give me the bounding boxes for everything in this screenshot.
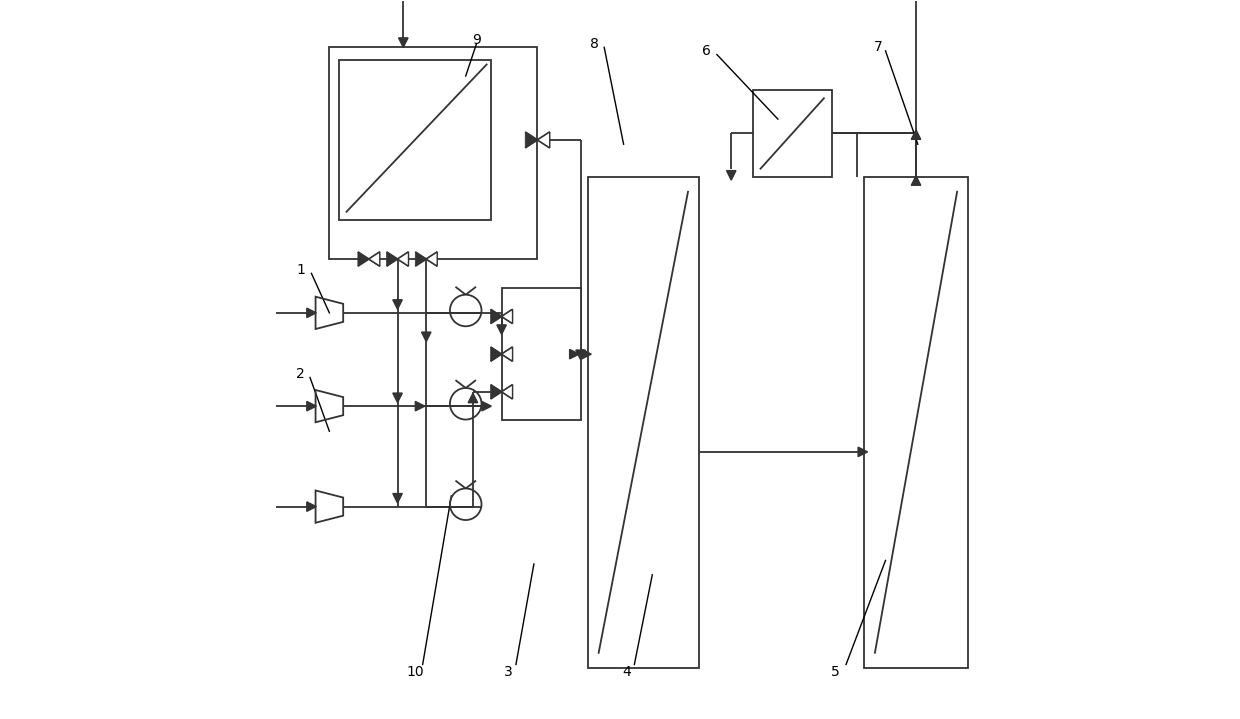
- Bar: [502, 288, 580, 421]
- Bar: [339, 60, 491, 219]
- Bar: [753, 91, 832, 176]
- Polygon shape: [911, 130, 921, 139]
- Text: 4: 4: [622, 664, 631, 679]
- Text: 1: 1: [296, 263, 305, 277]
- Polygon shape: [526, 132, 537, 148]
- Polygon shape: [422, 332, 432, 342]
- Polygon shape: [491, 385, 502, 399]
- Polygon shape: [491, 347, 502, 361]
- Polygon shape: [368, 252, 379, 266]
- Bar: [864, 176, 968, 668]
- Polygon shape: [398, 38, 408, 47]
- Polygon shape: [358, 252, 368, 266]
- Polygon shape: [727, 170, 737, 180]
- Polygon shape: [387, 252, 398, 266]
- Polygon shape: [569, 349, 579, 359]
- Polygon shape: [582, 349, 591, 359]
- Text: 9: 9: [472, 33, 481, 47]
- Polygon shape: [502, 309, 512, 324]
- Polygon shape: [415, 252, 427, 266]
- Text: 5: 5: [831, 664, 839, 679]
- Bar: [588, 176, 699, 668]
- Polygon shape: [415, 401, 425, 411]
- Polygon shape: [491, 309, 502, 324]
- Polygon shape: [306, 308, 316, 318]
- Text: 2: 2: [296, 367, 305, 381]
- Polygon shape: [427, 252, 438, 266]
- Text: 8: 8: [590, 37, 599, 51]
- Polygon shape: [393, 393, 402, 403]
- Text: 3: 3: [505, 664, 513, 679]
- Bar: [330, 47, 537, 259]
- Polygon shape: [537, 132, 549, 148]
- Polygon shape: [575, 350, 585, 360]
- Polygon shape: [393, 493, 402, 503]
- Polygon shape: [911, 175, 921, 186]
- Polygon shape: [469, 393, 477, 403]
- Polygon shape: [502, 385, 512, 399]
- Polygon shape: [482, 401, 491, 411]
- Text: 10: 10: [407, 664, 424, 679]
- Polygon shape: [502, 347, 512, 361]
- Polygon shape: [858, 447, 868, 457]
- Text: 6: 6: [702, 44, 711, 58]
- Text: 7: 7: [874, 40, 883, 55]
- Polygon shape: [306, 502, 316, 511]
- Polygon shape: [306, 401, 316, 411]
- Polygon shape: [497, 325, 506, 334]
- Polygon shape: [398, 252, 408, 266]
- Polygon shape: [393, 300, 402, 309]
